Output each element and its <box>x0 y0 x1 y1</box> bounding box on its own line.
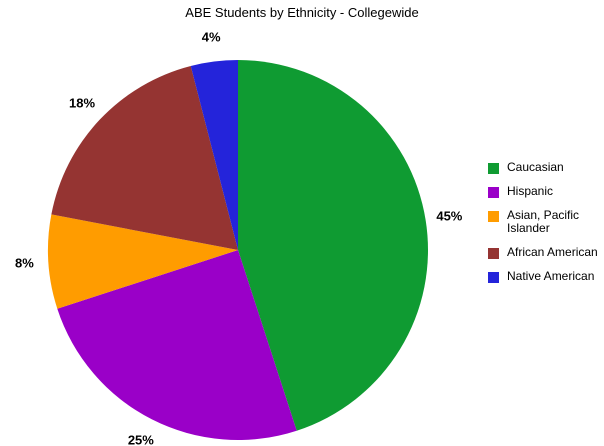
pie-slice-native-american <box>190 60 238 250</box>
legend-label: African American <box>507 245 598 259</box>
legend-label: Hispanic <box>507 184 554 198</box>
legend-swatch <box>488 163 499 174</box>
legend-swatch <box>488 211 499 222</box>
data-label-asian-pacific-islander: 8% <box>15 255 34 270</box>
data-label-caucasian: 45% <box>436 209 462 224</box>
data-label-african-american: 18% <box>69 96 95 111</box>
legend-swatch <box>488 248 499 259</box>
legend-label: Native American <box>507 269 595 283</box>
legend: Caucasian Hispanic Asian, Pacific Islander… <box>488 161 602 294</box>
pie-slice-asian-pacific-islander <box>47 214 238 309</box>
data-label-native-american: 4% <box>202 30 221 45</box>
legend-item-native-american: Native American <box>488 270 602 283</box>
legend-item-hispanic: Hispanic <box>488 185 602 198</box>
pie-slice-hispanic <box>57 250 297 440</box>
legend-item-caucasian: Caucasian <box>488 161 602 174</box>
data-label-hispanic: 25% <box>128 433 154 446</box>
legend-label: Caucasian <box>507 160 564 174</box>
pie-slice-caucasian <box>238 60 429 431</box>
legend-label: Asian, Pacific Islander <box>507 208 580 235</box>
legend-swatch <box>488 187 499 198</box>
chart-title: ABE Students by Ethnicity - Collegewide <box>185 5 419 20</box>
legend-swatch <box>488 272 499 283</box>
pie-slice-african-american <box>51 65 239 250</box>
legend-item-african-american: African American <box>488 246 602 259</box>
legend-item-asian-pacific-islander: Asian, Pacific Islander <box>488 209 602 235</box>
